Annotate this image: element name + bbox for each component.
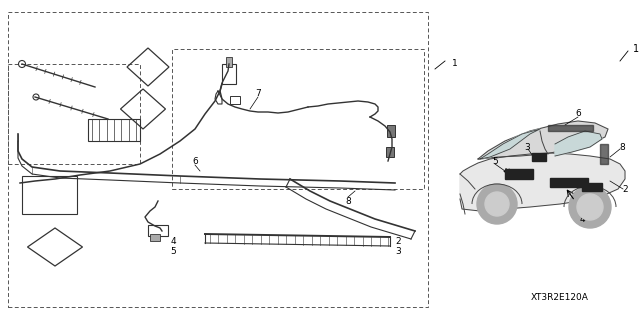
Bar (150, 234, 160, 241)
Circle shape (477, 184, 517, 224)
Text: 5: 5 (170, 247, 176, 256)
Bar (226, 57, 232, 67)
Text: 6: 6 (192, 157, 198, 166)
Text: 3: 3 (395, 247, 401, 256)
Bar (230, 96, 240, 104)
Text: 4: 4 (579, 214, 585, 224)
Text: 6: 6 (575, 109, 581, 118)
Bar (600, 144, 608, 164)
Text: 7: 7 (255, 90, 261, 99)
Text: 8: 8 (619, 143, 625, 152)
Bar (222, 64, 236, 84)
Bar (505, 169, 533, 179)
Bar (172, 49, 424, 189)
Bar (582, 183, 602, 191)
Text: 2: 2 (395, 236, 401, 246)
Bar (8, 64, 140, 164)
Text: XT3R2E120A: XT3R2E120A (531, 293, 589, 301)
Bar (386, 147, 394, 157)
Polygon shape (478, 121, 608, 159)
Text: 3: 3 (524, 143, 530, 152)
Text: 5: 5 (492, 158, 498, 167)
Text: 1: 1 (633, 44, 639, 54)
Circle shape (569, 186, 611, 228)
Polygon shape (460, 153, 625, 211)
Text: 4: 4 (170, 236, 176, 246)
Text: 8: 8 (345, 197, 351, 205)
Polygon shape (555, 131, 602, 156)
Bar (550, 178, 588, 187)
Circle shape (485, 192, 509, 216)
Bar (148, 225, 168, 236)
Bar (8, 12, 428, 307)
Bar (88, 119, 140, 141)
Circle shape (577, 194, 603, 220)
Bar (22, 176, 77, 214)
Bar (548, 125, 593, 131)
Text: 1: 1 (452, 60, 458, 69)
Polygon shape (480, 129, 540, 159)
Bar (532, 153, 546, 161)
Bar (387, 125, 395, 137)
Text: 2: 2 (622, 184, 628, 194)
